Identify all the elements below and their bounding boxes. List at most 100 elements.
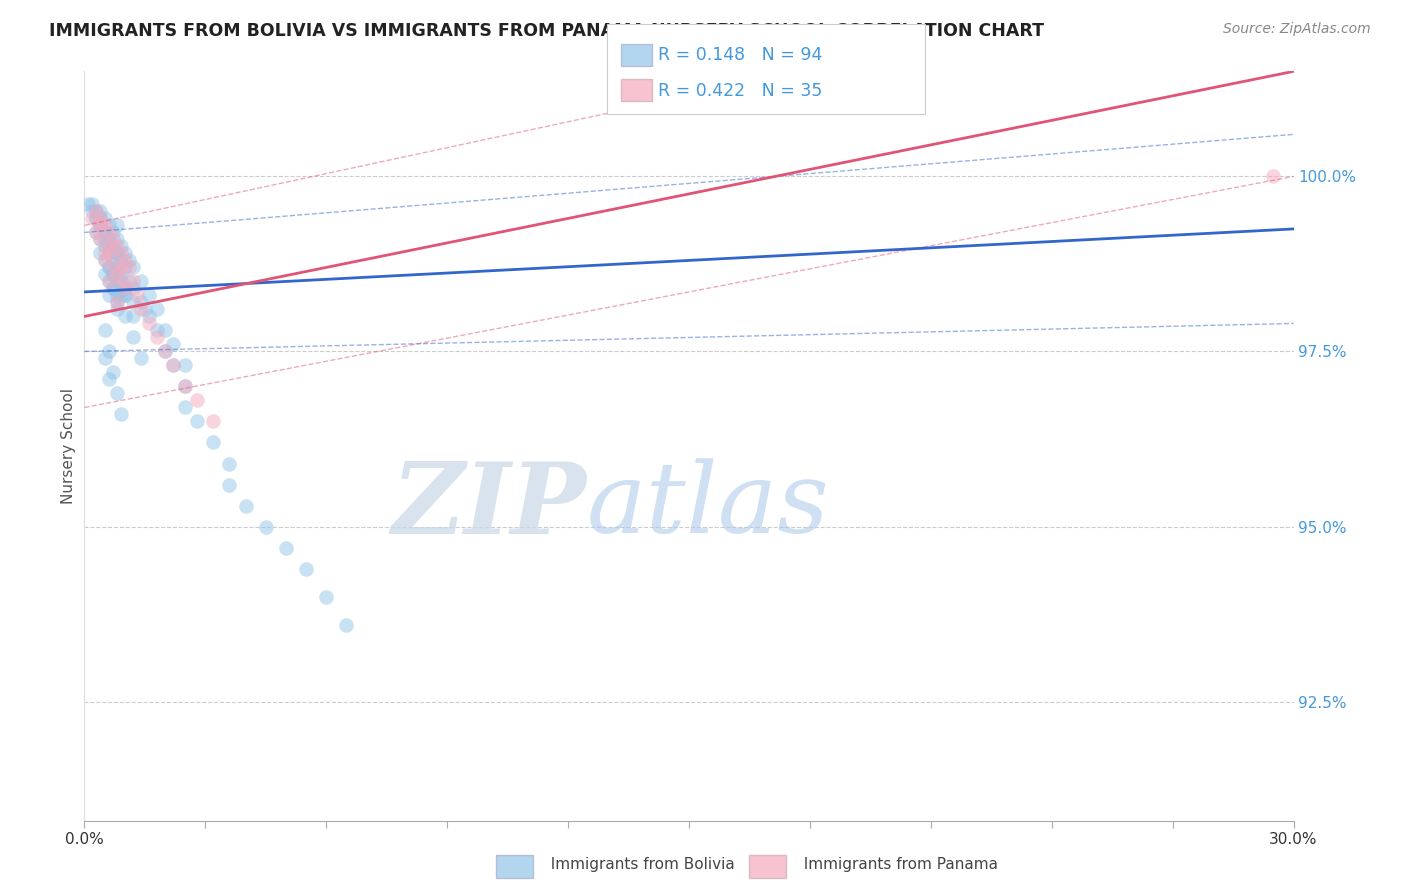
Point	[121, 330, 143, 344]
Text: Source: ZipAtlas.com: Source: ZipAtlas.com	[1223, 22, 1371, 37]
Point	[101, 239, 124, 253]
Point	[93, 323, 115, 337]
Point	[86, 226, 108, 240]
Point	[97, 260, 120, 275]
Point	[77, 197, 100, 211]
Point	[162, 359, 184, 373]
Point	[121, 281, 143, 295]
Point	[89, 232, 111, 246]
Point	[97, 226, 120, 240]
Point	[153, 323, 176, 337]
Point	[93, 351, 115, 366]
Point	[110, 275, 132, 289]
Point	[114, 246, 136, 260]
Point	[138, 317, 160, 331]
Point	[105, 219, 128, 233]
Point	[101, 268, 124, 282]
Point	[93, 226, 115, 240]
Point	[218, 477, 240, 491]
Point	[93, 239, 115, 253]
Text: IMMIGRANTS FROM BOLIVIA VS IMMIGRANTS FROM PANAMA NURSERY SCHOOL CORRELATION CHA: IMMIGRANTS FROM BOLIVIA VS IMMIGRANTS FR…	[49, 22, 1045, 40]
Point	[121, 310, 143, 324]
Point	[186, 393, 208, 408]
Point	[97, 239, 120, 253]
Point	[138, 310, 160, 324]
Point	[97, 260, 120, 275]
Point	[86, 226, 108, 240]
Point	[153, 344, 176, 359]
Point	[101, 281, 124, 295]
Point	[105, 386, 128, 401]
Point	[114, 310, 136, 324]
Point	[101, 260, 124, 275]
Text: ZIP: ZIP	[391, 458, 586, 554]
Point	[105, 275, 128, 289]
Point	[174, 359, 197, 373]
Point	[295, 561, 318, 575]
Text: Immigrants from Panama: Immigrants from Panama	[794, 857, 998, 872]
Point	[93, 232, 115, 246]
Point	[93, 268, 115, 282]
Text: Immigrants from Bolivia: Immigrants from Bolivia	[541, 857, 735, 872]
Point	[97, 344, 120, 359]
Point	[101, 253, 124, 268]
Point	[335, 617, 357, 632]
Point	[129, 351, 152, 366]
Point	[105, 260, 128, 275]
Point	[153, 344, 176, 359]
Point	[89, 211, 111, 226]
Point	[97, 239, 120, 253]
Text: R = 0.148   N = 94: R = 0.148 N = 94	[658, 46, 823, 64]
Point	[118, 253, 141, 268]
Point	[97, 288, 120, 302]
Y-axis label: Nursery School: Nursery School	[60, 388, 76, 504]
Point	[82, 204, 104, 219]
Point	[129, 302, 152, 317]
Point	[105, 295, 128, 310]
Point	[162, 359, 184, 373]
Point	[138, 288, 160, 302]
Point	[97, 232, 120, 246]
Point	[82, 211, 104, 226]
Point	[254, 519, 277, 533]
Point	[114, 281, 136, 295]
Text: R = 0.422   N = 35: R = 0.422 N = 35	[658, 82, 823, 100]
Point	[129, 275, 152, 289]
Point	[89, 204, 111, 219]
Point	[110, 268, 132, 282]
Point	[146, 302, 169, 317]
Point	[93, 253, 115, 268]
Point	[202, 435, 225, 450]
Point	[97, 275, 120, 289]
Point	[105, 246, 128, 260]
Point	[89, 219, 111, 233]
Point	[129, 295, 152, 310]
Point	[93, 211, 115, 226]
Point	[86, 204, 108, 219]
Point	[125, 288, 148, 302]
Point	[174, 379, 197, 393]
Point	[114, 288, 136, 302]
Text: atlas: atlas	[586, 458, 830, 554]
Point	[114, 288, 136, 302]
Point	[146, 330, 169, 344]
Point	[89, 232, 111, 246]
Point	[105, 246, 128, 260]
Point	[110, 275, 132, 289]
Point	[110, 288, 132, 302]
Point	[315, 590, 337, 604]
Point	[86, 211, 108, 226]
Point	[89, 219, 111, 233]
Point	[93, 219, 115, 233]
Point	[105, 288, 128, 302]
Point	[114, 260, 136, 275]
Point	[101, 281, 124, 295]
Point	[274, 541, 297, 555]
Point	[105, 232, 128, 246]
Point	[97, 246, 120, 260]
Point	[202, 415, 225, 429]
Point	[97, 275, 120, 289]
Point	[110, 408, 132, 422]
Point	[97, 246, 120, 260]
Point	[82, 197, 104, 211]
